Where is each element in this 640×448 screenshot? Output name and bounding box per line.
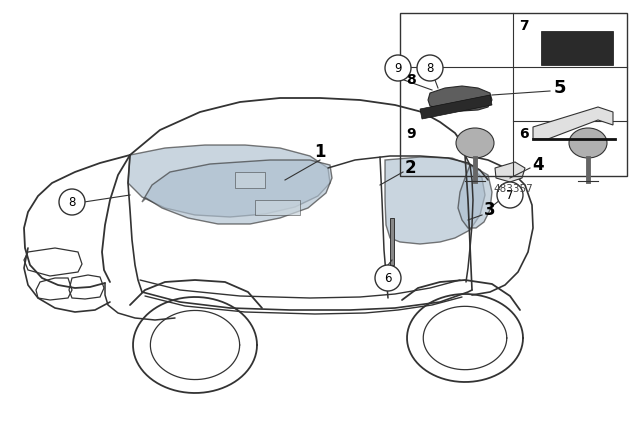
Text: 7: 7 [519, 19, 529, 33]
Polygon shape [255, 200, 300, 215]
Text: 8: 8 [426, 61, 434, 74]
Polygon shape [128, 145, 330, 217]
Circle shape [497, 182, 523, 208]
Text: 9: 9 [406, 127, 415, 141]
Polygon shape [495, 162, 525, 182]
Circle shape [385, 55, 411, 81]
Text: 8: 8 [406, 73, 416, 87]
Text: 3: 3 [484, 201, 496, 219]
Polygon shape [390, 218, 394, 265]
Text: 5: 5 [554, 79, 566, 97]
Text: 483357: 483357 [493, 184, 533, 194]
Polygon shape [458, 165, 492, 228]
Text: 1: 1 [314, 143, 326, 161]
Polygon shape [385, 157, 485, 244]
Ellipse shape [569, 128, 607, 158]
Text: 9: 9 [394, 61, 402, 74]
Text: 2: 2 [404, 159, 416, 177]
Polygon shape [428, 86, 492, 111]
Text: 6: 6 [519, 127, 529, 141]
Text: 4: 4 [532, 156, 544, 174]
Circle shape [417, 55, 443, 81]
Bar [400, 13, 627, 176]
Text: 6: 6 [384, 271, 392, 284]
Text: 7: 7 [506, 189, 514, 202]
Text: 8: 8 [68, 195, 76, 208]
Polygon shape [533, 107, 613, 139]
Polygon shape [142, 160, 332, 224]
Polygon shape [235, 172, 265, 188]
Ellipse shape [456, 128, 494, 158]
Polygon shape [420, 95, 492, 119]
Bar [541, 31, 613, 65]
Circle shape [375, 265, 401, 291]
Circle shape [59, 189, 85, 215]
